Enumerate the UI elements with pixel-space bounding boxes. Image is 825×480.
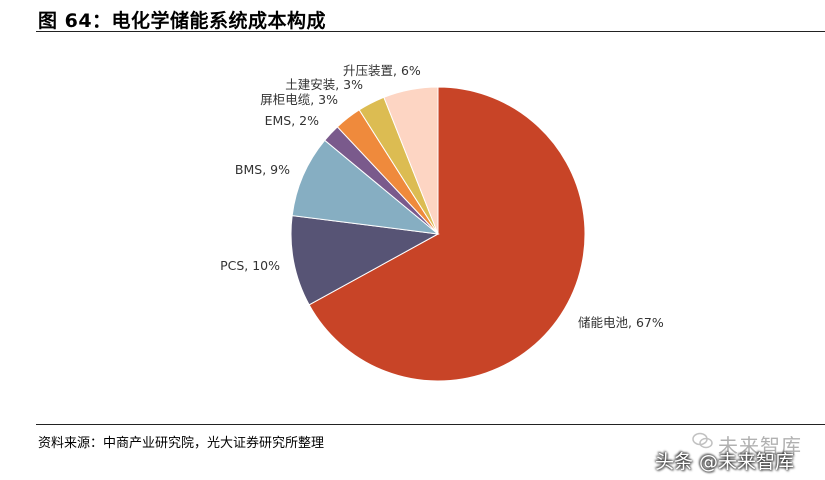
slice-label: EMS, 2% [265, 113, 320, 128]
watermark-brand: 未来智库 [718, 434, 802, 458]
slice-label: 屏柜电缆, 3% [260, 92, 338, 107]
slice-label: 储能电池, 67% [578, 315, 664, 330]
watermark-logo-text: 未来智库 [692, 430, 802, 459]
pie-slice [308, 86, 586, 382]
source-note: 资料来源：中商产业研究院，光大证券研究所整理 [38, 436, 325, 451]
pie-slice [291, 139, 440, 235]
footer-divider [36, 424, 825, 425]
title-divider [36, 31, 825, 32]
pie-slice [383, 86, 439, 235]
watermark-text: 头条 @未来智库 [655, 451, 795, 473]
slice-label: 土建安装, 3% [285, 77, 363, 92]
slice-label: PCS, 10% [220, 258, 280, 273]
slice-label: BMS, 9% [235, 162, 290, 177]
slice-label: 升压装置, 6% [343, 63, 421, 78]
pie-slice [290, 215, 440, 306]
chart-title: 图 64：电化学储能系统成本构成 [38, 10, 327, 32]
wechat-icon [692, 432, 713, 449]
